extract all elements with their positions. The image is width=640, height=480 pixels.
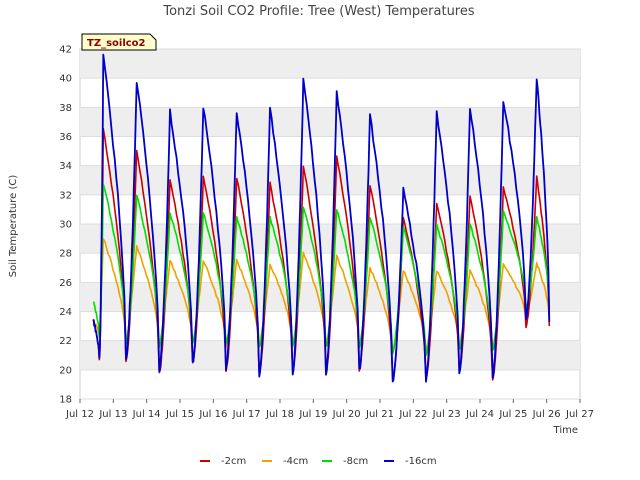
grid-band xyxy=(80,340,580,370)
grid-band xyxy=(80,49,580,79)
x-tick-label: Jul 19 xyxy=(298,409,327,420)
x-tick-label: Jul 20 xyxy=(332,409,361,420)
x-tick-label: Jul 21 xyxy=(365,409,394,420)
x-axis: Jul 12 Jul 13 Jul 14 Jul 15 Jul 16 Jul 17 Jul … xyxy=(65,399,594,420)
y-tick-label: 20 xyxy=(59,365,72,376)
series-lines xyxy=(92,53,551,383)
y-tick-label: 28 xyxy=(59,249,72,260)
chart-title: Tonzi Soil CO2 Profile: Tree (West) Temp… xyxy=(162,4,475,19)
x-tick-label: Jul 16 xyxy=(198,409,227,420)
x-tick-label: Jul 18 xyxy=(265,409,294,420)
series-line-minus4cm xyxy=(92,238,551,354)
x-tick-label: Jul 25 xyxy=(498,409,527,420)
x-tick-label: Jul 24 xyxy=(465,409,494,420)
y-axis-label: Soil Temperature (C) xyxy=(8,175,19,278)
y-tick-label: 26 xyxy=(59,278,72,289)
x-tick-label: Jul 12 xyxy=(65,409,94,420)
legend-label: -2cm xyxy=(221,456,246,467)
y-tick-label: 36 xyxy=(59,132,72,143)
y-tick-label: 38 xyxy=(59,103,72,114)
x-tick-label: Jul 17 xyxy=(232,409,261,420)
x-tick-label: Jul 22 xyxy=(398,409,427,420)
y-tick-label: 32 xyxy=(59,190,72,201)
x-tick-label: Jul 15 xyxy=(165,409,194,420)
x-tick-label: Jul 13 xyxy=(98,409,127,420)
y-tick-label: 30 xyxy=(59,220,72,231)
y-tick-label: 42 xyxy=(59,45,72,56)
x-tick-label: Jul 23 xyxy=(432,409,461,420)
x-tick-label: Jul 26 xyxy=(532,409,561,420)
site-tag: TZ_soilco2 xyxy=(81,33,157,51)
y-tick-label: 24 xyxy=(59,307,72,318)
series-line-minus16cm xyxy=(92,53,551,383)
grid-band xyxy=(80,165,580,195)
legend-label: -16cm xyxy=(405,456,437,467)
x-axis-label: Time xyxy=(553,425,578,436)
y-tick-label: 40 xyxy=(59,74,72,85)
legend-label: -4cm xyxy=(283,456,308,467)
site-tag-label: TZ_soilco2 xyxy=(87,38,146,49)
grid-band xyxy=(80,107,580,137)
legend: -2cm -4cm -8cm -16cm xyxy=(200,456,437,467)
legend-label: -8cm xyxy=(343,456,368,467)
x-tick-label: Jul 27 xyxy=(565,409,594,420)
y-axis: 18 20 22 24 26 28 30 32 34 36 38 40 42 xyxy=(59,45,72,406)
x-tick-label: Jul 14 xyxy=(132,409,161,420)
y-tick-label: 22 xyxy=(59,336,72,347)
y-tick-label: 18 xyxy=(59,395,72,406)
grid-band xyxy=(80,224,580,254)
y-tick-label: 34 xyxy=(59,161,72,172)
series-line-minus8cm xyxy=(92,183,551,356)
